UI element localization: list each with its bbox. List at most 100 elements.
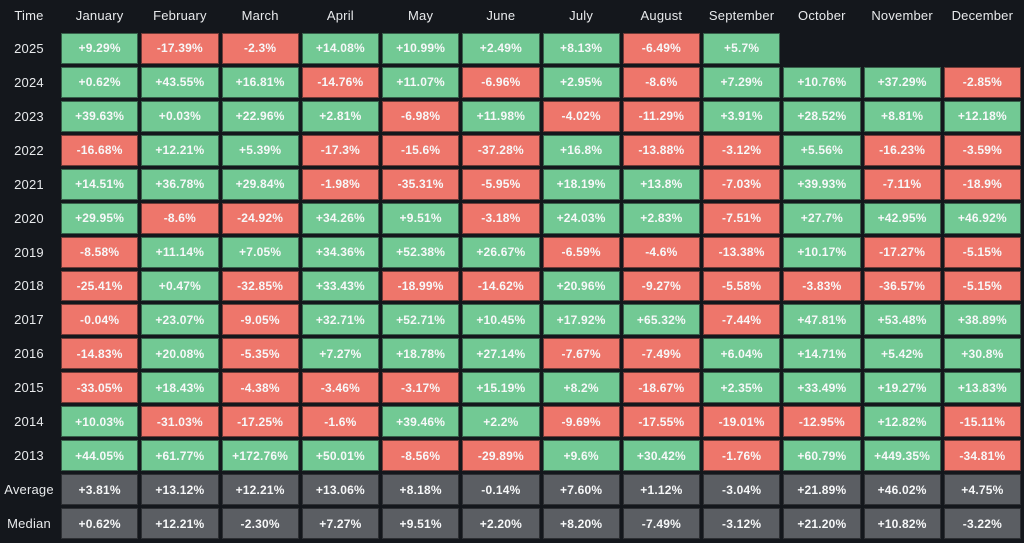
cell-2019-april: +34.36% xyxy=(301,236,379,268)
cell-2015-march: -4.38% xyxy=(221,372,299,404)
cell-average-may: +8.18% xyxy=(382,474,460,506)
cell-2014-june: +2.2% xyxy=(462,406,540,438)
cell-average-june: -0.14% xyxy=(462,474,540,506)
cell-2016-january: -14.83% xyxy=(61,338,139,370)
cell-2016-march: -5.35% xyxy=(221,338,299,370)
cell-2015-december: +13.83% xyxy=(943,372,1021,404)
row-label-2023: 2023 xyxy=(14,108,44,124)
cell-median-november: +10.82% xyxy=(863,508,941,539)
cell-2017-june: +10.45% xyxy=(462,304,540,336)
cell-2015-november: +19.27% xyxy=(863,372,941,404)
cell-2013-december: -34.81% xyxy=(943,440,1021,472)
cell-2024-july: +2.95% xyxy=(542,66,620,98)
cell-2013-august: +30.42% xyxy=(622,440,700,472)
cell-median-june: +2.20% xyxy=(462,508,540,539)
cell-2018-january: -25.41% xyxy=(61,270,139,302)
cell-2022-october: +5.56% xyxy=(783,134,861,166)
cell-average-july: +7.60% xyxy=(542,474,620,506)
cell-2023-june: +11.98% xyxy=(462,100,540,132)
cell-2017-november: +53.48% xyxy=(863,304,941,336)
cell-2024-may: +11.07% xyxy=(382,66,460,98)
cell-2015-august: -18.67% xyxy=(622,372,700,404)
cell-2015-september: +2.35% xyxy=(703,372,781,404)
cell-2022-july: +16.8% xyxy=(542,134,620,166)
cell-2015-january: -33.05% xyxy=(61,372,139,404)
row-label-2021: 2021 xyxy=(14,176,44,192)
cell-average-march: +12.21% xyxy=(221,474,299,506)
cell-2019-july: -6.59% xyxy=(542,236,620,268)
cell-median-december: -3.22% xyxy=(943,508,1021,539)
cell-2024-august: -8.6% xyxy=(622,66,700,98)
row-label-2013: 2013 xyxy=(14,448,44,464)
cell-2025-april: +14.08% xyxy=(301,33,379,64)
cell-average-april: +13.06% xyxy=(301,474,379,506)
cell-2014-december: -15.11% xyxy=(943,406,1021,438)
cell-2017-october: +47.81% xyxy=(783,304,861,336)
cell-2013-february: +61.77% xyxy=(141,440,219,472)
cell-2020-february: -8.6% xyxy=(141,202,219,234)
cell-2020-march: -24.92% xyxy=(221,202,299,234)
column-header-september: September xyxy=(708,7,775,23)
cell-2019-february: +11.14% xyxy=(141,236,219,268)
cell-median-september: -3.12% xyxy=(703,508,781,539)
cell-average-february: +13.12% xyxy=(141,474,219,506)
cell-2019-march: +7.05% xyxy=(221,236,299,268)
cell-2022-june: -37.28% xyxy=(462,134,540,166)
cell-2016-june: +27.14% xyxy=(462,338,540,370)
cell-2020-october: +27.7% xyxy=(783,202,861,234)
cell-2021-october: +39.93% xyxy=(783,168,861,200)
row-label-2018: 2018 xyxy=(14,278,44,294)
cell-median-february: +12.21% xyxy=(141,508,219,539)
cell-2018-july: +20.96% xyxy=(542,270,620,302)
cell-2018-october: -3.83% xyxy=(783,270,861,302)
cell-2019-october: +10.17% xyxy=(783,236,861,268)
cell-2025-july: +8.13% xyxy=(542,33,620,64)
cell-2020-august: +2.83% xyxy=(622,202,700,234)
cell-2020-december: +46.92% xyxy=(943,202,1021,234)
row-label-2017: 2017 xyxy=(14,312,44,328)
cell-2021-march: +29.84% xyxy=(221,168,299,200)
cell-2024-june: -6.96% xyxy=(462,66,540,98)
cell-median-august: -7.49% xyxy=(622,508,700,539)
cell-2023-december: +12.18% xyxy=(943,100,1021,132)
column-header-november: November xyxy=(871,7,933,23)
cell-2013-january: +44.05% xyxy=(61,440,139,472)
cell-2023-july: -4.02% xyxy=(542,100,620,132)
cell-2019-december: -5.15% xyxy=(943,236,1021,268)
cell-2017-december: +38.89% xyxy=(943,304,1021,336)
cell-2018-march: -32.85% xyxy=(221,270,299,302)
cell-2022-january: -16.68% xyxy=(61,134,139,166)
cell-2022-february: +12.21% xyxy=(141,134,219,166)
cell-2022-may: -15.6% xyxy=(382,134,460,166)
cell-2015-may: -3.17% xyxy=(382,372,460,404)
cell-2021-february: +36.78% xyxy=(141,168,219,200)
cell-2025-august: -6.49% xyxy=(622,33,700,64)
cell-2025-september: +5.7% xyxy=(703,33,781,64)
cell-2018-december: -5.15% xyxy=(943,270,1021,302)
cell-2020-september: -7.51% xyxy=(703,202,781,234)
cell-2015-july: +8.2% xyxy=(542,372,620,404)
column-header-june: June xyxy=(486,7,516,23)
cell-2018-september: -5.58% xyxy=(703,270,781,302)
cell-2021-july: +18.19% xyxy=(542,168,620,200)
cell-2022-april: -17.3% xyxy=(301,134,379,166)
cell-2024-april: -14.76% xyxy=(301,66,379,98)
cell-2020-july: +24.03% xyxy=(542,202,620,234)
cell-2025-october-empty xyxy=(783,33,860,64)
cell-2020-april: +34.26% xyxy=(301,202,379,234)
cell-2022-september: -3.12% xyxy=(703,134,781,166)
cell-2019-november: -17.27% xyxy=(863,236,941,268)
cell-2024-january: +0.62% xyxy=(61,66,139,98)
cell-2014-january: +10.03% xyxy=(61,406,139,438)
cell-2025-february: -17.39% xyxy=(141,33,219,64)
cell-2025-november-empty xyxy=(864,33,941,64)
cell-2016-october: +14.71% xyxy=(783,338,861,370)
cell-2017-january: -0.04% xyxy=(61,304,139,336)
cell-2013-may: -8.56% xyxy=(382,440,460,472)
cell-average-august: +1.12% xyxy=(622,474,700,506)
row-label-2015: 2015 xyxy=(14,380,44,396)
cell-2023-may: -6.98% xyxy=(382,100,460,132)
column-header-time: Time xyxy=(14,7,44,23)
cell-2016-december: +30.8% xyxy=(943,338,1021,370)
